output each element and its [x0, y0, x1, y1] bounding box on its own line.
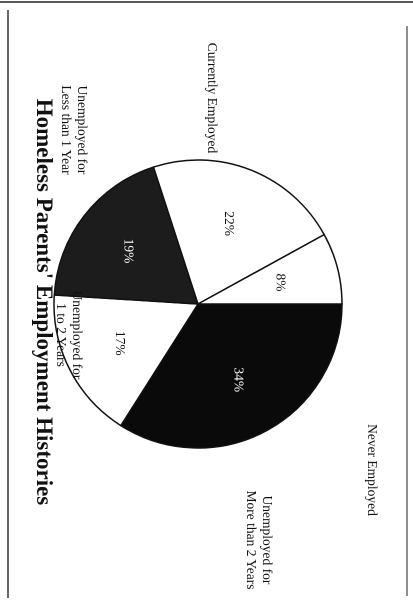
slice-value-label-1: 17% — [113, 331, 128, 356]
slice-category-label-3: Unemployed forLess than 1 Year — [59, 85, 90, 175]
slice-category-label-0: Never Employed — [365, 424, 380, 516]
slice-value-label-2: 19% — [122, 239, 137, 264]
slice-category-label-4: Currently Employed — [205, 43, 220, 154]
slice-category-label-2: Unemployed for1 to 2 Years — [54, 291, 85, 380]
pie-slice-3 — [152, 159, 326, 306]
chart-title: Homeless Parents' Employment Histories — [32, 99, 57, 506]
slice-value-label-0: 34% — [232, 367, 247, 392]
pie-slice-1 — [53, 294, 200, 427]
slice-category-label-1: Unemployed forMore than 2 Years — [244, 491, 275, 590]
pie-slice-2 — [53, 166, 200, 305]
pie-slice-4 — [197, 233, 343, 305]
slice-value-label-3: 22% — [222, 211, 237, 236]
slice-value-label-4: 8% — [274, 274, 289, 292]
pie-slice-0 — [119, 303, 343, 449]
